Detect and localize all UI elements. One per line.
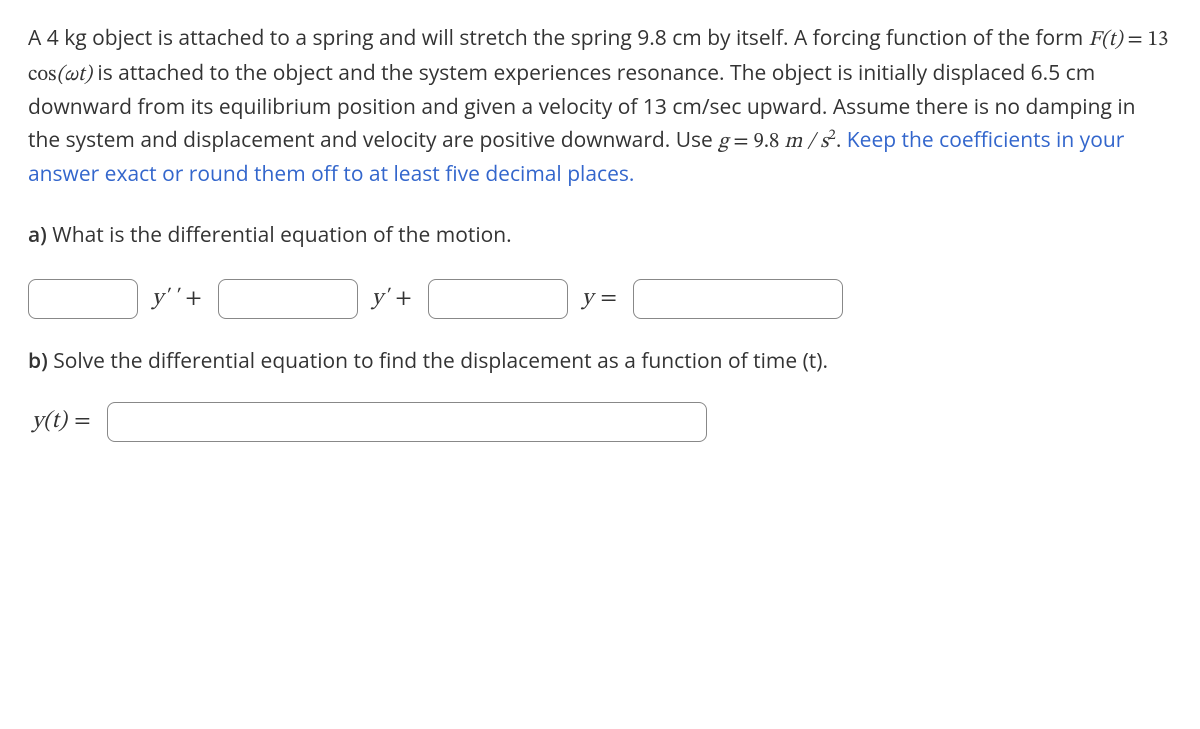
part-b-prompt: b) Solve the differential equation to fi… — [28, 345, 1172, 378]
part-a-text: What is the differential equation of the… — [47, 221, 512, 249]
math-f-of-t: F(t) — [1089, 29, 1123, 50]
yp-label: y' + — [368, 281, 418, 317]
y-of-t-label: y(t) = — [28, 404, 97, 440]
part-a-prompt: a) What is the differential equation of … — [28, 219, 1172, 252]
coeff-y-input[interactable] — [428, 279, 568, 319]
math-unit-s: s — [820, 131, 828, 152]
part-a-equation-row: y' ' + y' + y = — [28, 279, 1172, 319]
text-period: . — [836, 126, 847, 154]
ypp-label: y' ' + — [148, 281, 208, 317]
math-cos: cos — [28, 64, 56, 85]
rhs-input[interactable] — [633, 279, 843, 319]
y-of-t-input[interactable] — [107, 402, 707, 442]
math-exponent: 2 — [829, 129, 836, 143]
math-equals: = — [1123, 29, 1148, 50]
coeff-ypp-input[interactable] — [28, 279, 138, 319]
math-omega-t: (ωt) — [56, 64, 91, 85]
part-b-text: Solve the differential equation to find … — [48, 347, 828, 375]
problem-statement: A 4 kg object is attached to a spring an… — [28, 22, 1172, 191]
math-num: 13 — [1148, 29, 1169, 50]
part-a: a) What is the differential equation of … — [28, 219, 1172, 320]
math-unit-m: m — [784, 131, 802, 152]
y-label: y = — [578, 281, 623, 317]
part-a-label: a) — [28, 221, 47, 249]
math-slash: / — [802, 131, 820, 152]
text-segment: A 4 kg object is attached to a spring an… — [28, 24, 1089, 52]
math-gval: 9.8 — [753, 131, 784, 152]
part-b: b) Solve the differential equation to fi… — [28, 345, 1172, 442]
part-b-label: b) — [28, 347, 48, 375]
coeff-yp-input[interactable] — [218, 279, 358, 319]
math-g: g — [718, 131, 728, 152]
part-b-equation-row: y(t) = — [28, 402, 1172, 442]
math-equals: = — [728, 131, 753, 152]
